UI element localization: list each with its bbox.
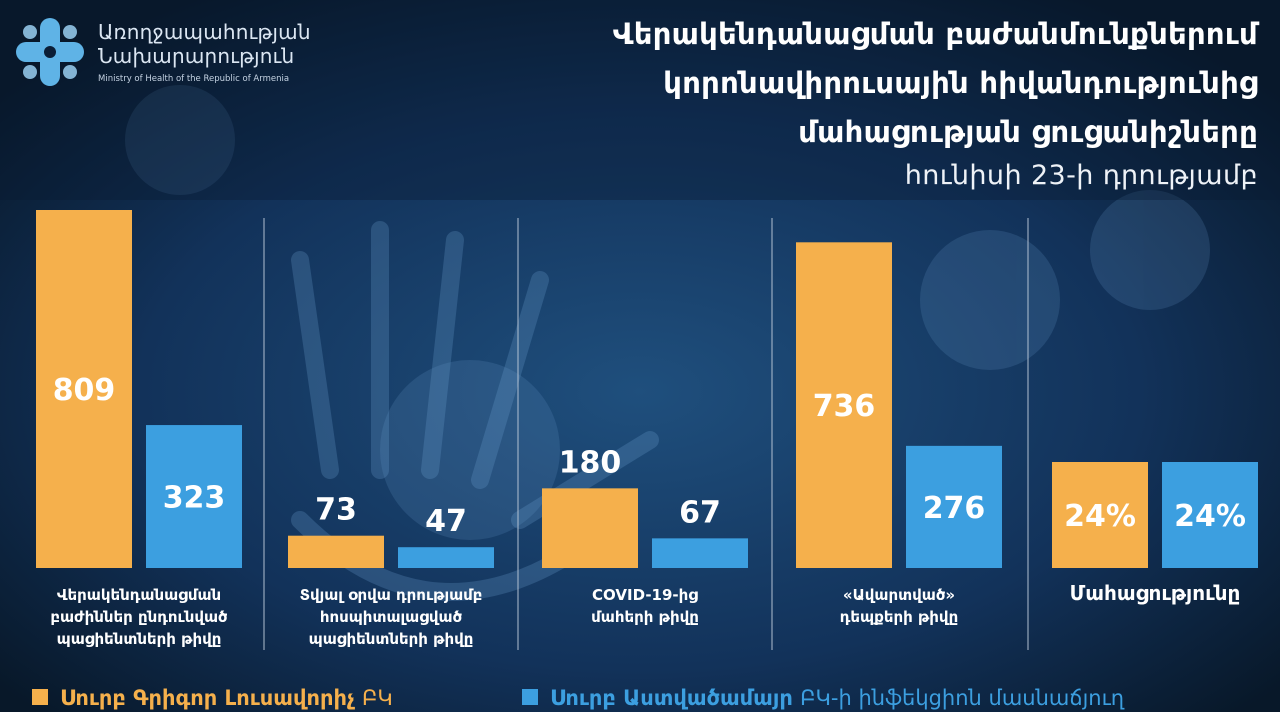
legend-swatch-orange <box>32 689 48 705</box>
legend-label: Սուրբ Գրիգոր Լուսավորիչ ԲԿ <box>60 686 393 710</box>
bar-blue <box>1162 462 1258 568</box>
bar-orange <box>36 210 132 568</box>
legend-series-suffix: ԲԿ-ի ինֆեկցիոն մասնաճյուղ <box>800 686 1125 710</box>
ministry-logo: Առողջապահության Նախարարություն Ministry … <box>10 12 350 94</box>
data-label: 67 <box>679 495 721 530</box>
data-label: 24% <box>1174 499 1246 534</box>
data-label: 323 <box>163 481 226 516</box>
bar-blue <box>906 445 1002 568</box>
bar-orange <box>288 535 384 568</box>
data-label: 24% <box>1064 499 1136 534</box>
data-label: 47 <box>425 504 467 539</box>
bar-orange <box>542 488 638 568</box>
bar-orange <box>796 242 892 568</box>
title-line-2: կորոնավիրուսային հիվանդությունից <box>663 66 1258 100</box>
bar-blue <box>398 547 494 568</box>
legend-label: Սուրբ Աստվածամայր ԲԿ-ի ինֆեկցիոն մասնաճյ… <box>550 686 1124 710</box>
title-line-3: մահացության ցուցանիշները <box>798 115 1258 149</box>
category-label: պացիենտների թիվը <box>57 630 222 648</box>
ministry-emblem-icon <box>16 18 84 86</box>
category-label: Մահացությունը <box>1070 581 1241 605</box>
data-label: 809 <box>53 373 116 408</box>
bar-blue <box>652 538 748 568</box>
chart-title: Վերակենդանացման բաժանմունքներում կորոնավ… <box>358 10 1258 195</box>
category-label: դեպքերի թիվը <box>840 608 958 626</box>
title-line-1: Վերակենդանացման բաժանմունքներում <box>612 17 1258 51</box>
category-label: Վերակենդանացման <box>57 586 221 604</box>
chart-subtitle: հունիսի 23-ի դրությամբ <box>904 160 1258 191</box>
legend-series-name: Սուրբ Աստվածամայր <box>550 686 793 710</box>
legend-swatch-blue <box>522 689 538 705</box>
category-label: մահերի թիվը <box>591 608 699 626</box>
logo-name-line1: Առողջապահության <box>98 20 311 44</box>
category-label: COVID-19-ից <box>592 586 698 604</box>
category-label: բաժիններ ընդունված <box>50 608 227 626</box>
bar-orange <box>1052 462 1148 568</box>
legend-series-suffix: ԲԿ <box>362 686 393 710</box>
category-label: պացիենտների թիվը <box>309 630 474 648</box>
logo-english-name: Ministry of Health of the Republic of Ar… <box>98 74 290 84</box>
legend-series-name: Սուրբ Գրիգոր Լուսավորիչ <box>60 686 355 710</box>
data-label: 736 <box>813 389 876 424</box>
data-label: 276 <box>923 491 986 526</box>
category-label: «Ավարտված» <box>843 586 955 604</box>
category-label: Տվյալ օրվա դրությամբ <box>300 586 483 604</box>
data-label: 73 <box>315 493 357 528</box>
category-label: հոսպիտալացված <box>320 608 462 626</box>
bar-blue <box>146 425 242 568</box>
logo-name-line2: Նախարարություն <box>98 44 295 68</box>
data-label: 180 <box>559 445 622 480</box>
